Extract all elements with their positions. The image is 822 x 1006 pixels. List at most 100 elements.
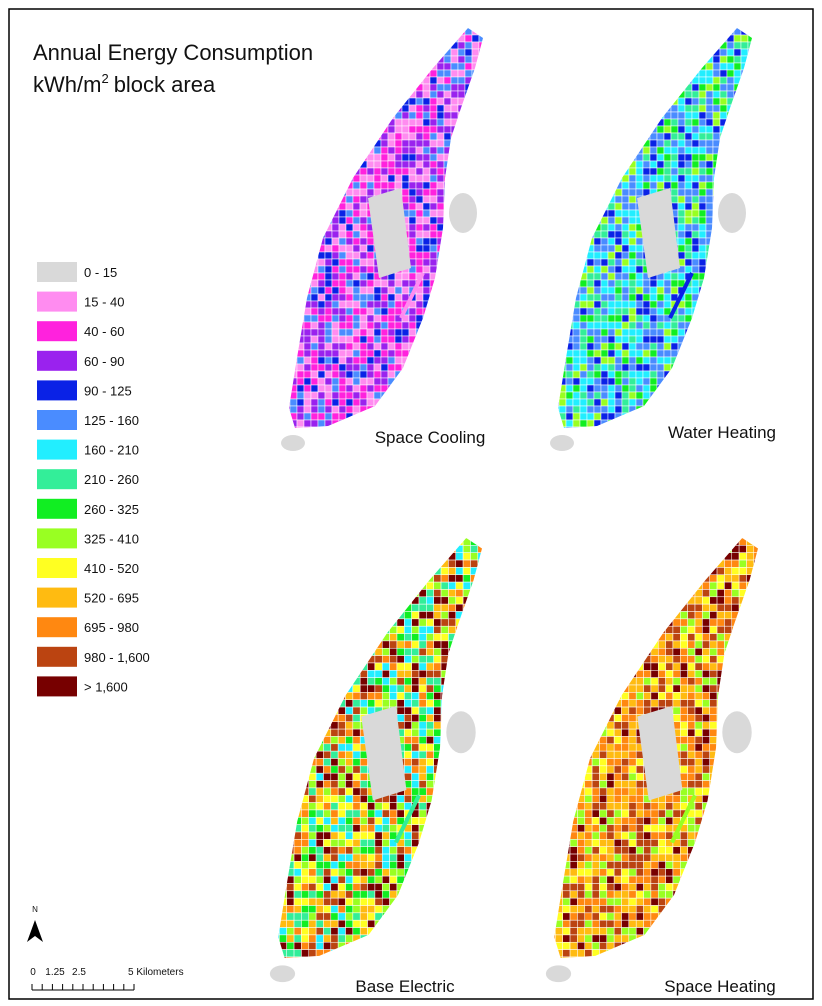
block [374, 329, 381, 336]
block [301, 861, 308, 868]
block [699, 210, 706, 217]
block [643, 175, 650, 182]
block [309, 788, 316, 795]
block [458, 63, 465, 70]
block [671, 182, 678, 189]
block [412, 788, 419, 795]
block [381, 315, 388, 322]
block [643, 371, 650, 378]
block [580, 308, 587, 315]
block [381, 140, 388, 147]
block [657, 182, 664, 189]
block [395, 126, 402, 133]
block [346, 832, 353, 839]
block [441, 575, 448, 582]
block [304, 399, 311, 406]
block [629, 217, 636, 224]
block [706, 105, 713, 112]
block [713, 119, 720, 126]
block [699, 259, 706, 266]
block [685, 126, 692, 133]
block [360, 803, 367, 810]
legend-swatch [37, 676, 77, 696]
block [685, 245, 692, 252]
block [573, 322, 580, 329]
block [382, 648, 389, 655]
block [699, 196, 706, 203]
block [664, 119, 671, 126]
block [671, 105, 678, 112]
block [608, 224, 615, 231]
map-label: Water Heating [668, 423, 776, 442]
block [402, 175, 409, 182]
block [325, 266, 332, 273]
block [430, 147, 437, 154]
block [409, 175, 416, 182]
block [381, 329, 388, 336]
block [339, 343, 346, 350]
block [643, 308, 650, 315]
block [671, 154, 678, 161]
block [332, 273, 339, 280]
block [426, 714, 433, 721]
block [367, 175, 374, 182]
block [419, 648, 426, 655]
block [404, 714, 411, 721]
block [685, 154, 692, 161]
block [441, 648, 448, 655]
block [629, 385, 636, 392]
block [692, 252, 699, 259]
block [390, 825, 397, 832]
block [412, 678, 419, 685]
block [594, 301, 601, 308]
block [374, 392, 381, 399]
block [402, 112, 409, 119]
block [594, 231, 601, 238]
block [390, 656, 397, 663]
block [416, 189, 423, 196]
block [339, 308, 346, 315]
block [608, 238, 615, 245]
block [587, 413, 594, 420]
block [664, 280, 671, 287]
block [636, 336, 643, 343]
block [664, 287, 671, 294]
block [441, 626, 448, 633]
block [458, 42, 465, 49]
block [332, 217, 339, 224]
block [346, 700, 353, 707]
block [692, 259, 699, 266]
block [338, 736, 345, 743]
block [643, 336, 650, 343]
block [685, 147, 692, 154]
block [692, 147, 699, 154]
block [423, 161, 430, 168]
block [692, 245, 699, 252]
block [692, 140, 699, 147]
block [601, 252, 608, 259]
block [423, 238, 430, 245]
block [587, 385, 594, 392]
block [587, 287, 594, 294]
block [664, 161, 671, 168]
block [622, 210, 629, 217]
block [580, 343, 587, 350]
block [601, 406, 608, 413]
block [434, 648, 441, 655]
block [580, 392, 587, 399]
block [615, 364, 622, 371]
block [615, 357, 622, 364]
block [426, 663, 433, 670]
block [416, 161, 423, 168]
block [713, 98, 720, 105]
block [692, 287, 699, 294]
block [643, 392, 650, 399]
block [311, 385, 318, 392]
block [367, 385, 374, 392]
block [353, 788, 360, 795]
block [331, 891, 338, 898]
block [397, 619, 404, 626]
block [426, 604, 433, 611]
block [629, 252, 636, 259]
block [346, 883, 353, 890]
